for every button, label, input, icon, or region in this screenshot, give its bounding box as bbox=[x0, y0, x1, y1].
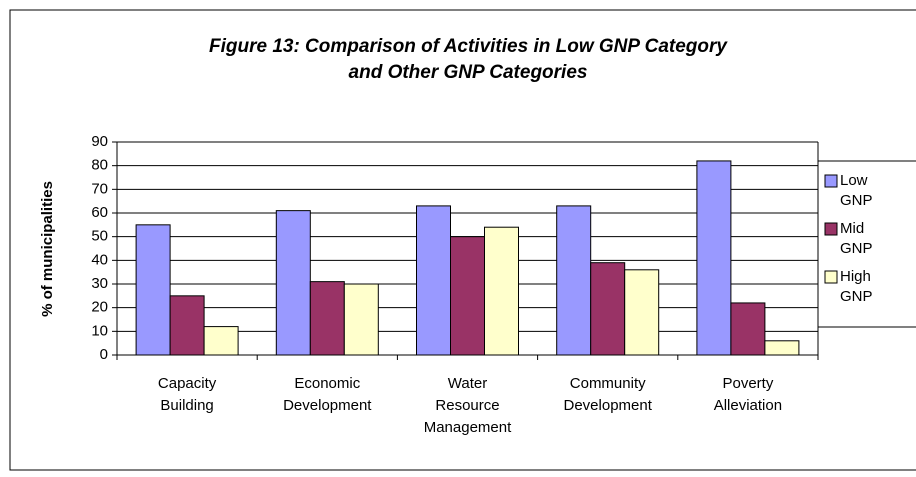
y-tick-label: 60 bbox=[91, 204, 108, 221]
y-tick-label: 10 bbox=[91, 322, 108, 339]
bar bbox=[696, 160, 732, 356]
y-axis-label: % of municipalities bbox=[39, 181, 56, 317]
x-tick-label: Poverty Alleviation bbox=[714, 375, 782, 414]
x-tick-label: Water Resource Management bbox=[424, 375, 512, 436]
y-tick-label: 90 bbox=[91, 133, 108, 150]
bar bbox=[764, 340, 800, 356]
bar bbox=[730, 302, 766, 356]
x-tick-label: Community Development bbox=[564, 375, 653, 414]
bar bbox=[203, 326, 239, 356]
bar bbox=[309, 281, 345, 356]
bar bbox=[450, 236, 485, 356]
legend-swatch bbox=[824, 270, 838, 284]
legend-label: High GNP bbox=[840, 268, 873, 305]
bar bbox=[169, 295, 205, 356]
y-tick-label: 20 bbox=[91, 299, 108, 316]
bar bbox=[135, 224, 171, 356]
bar bbox=[556, 205, 592, 356]
chart-title: Figure 13: Comparison of Activities in L… bbox=[209, 36, 728, 57]
legend-swatch bbox=[824, 222, 838, 236]
bar bbox=[416, 205, 451, 356]
x-tick-label: Capacity Building bbox=[158, 375, 217, 414]
legend-swatch bbox=[824, 174, 838, 188]
chart-title: and Other GNP Categories bbox=[349, 62, 588, 83]
legend-label: Low GNP bbox=[840, 172, 873, 209]
legend-box bbox=[817, 160, 916, 328]
y-tick-label: 40 bbox=[91, 251, 108, 268]
bar bbox=[590, 262, 626, 356]
bar bbox=[484, 226, 519, 356]
bar bbox=[275, 210, 311, 356]
bar bbox=[343, 283, 379, 356]
y-tick-label: 30 bbox=[91, 275, 108, 292]
legend-label: Mid GNP bbox=[840, 220, 873, 257]
y-tick-label: 0 bbox=[100, 346, 108, 363]
x-tick-label: Economic Development bbox=[283, 375, 372, 414]
y-tick-label: 80 bbox=[91, 157, 108, 174]
bar bbox=[624, 269, 660, 356]
y-tick-label: 50 bbox=[91, 228, 108, 245]
y-tick-label: 70 bbox=[91, 180, 108, 197]
